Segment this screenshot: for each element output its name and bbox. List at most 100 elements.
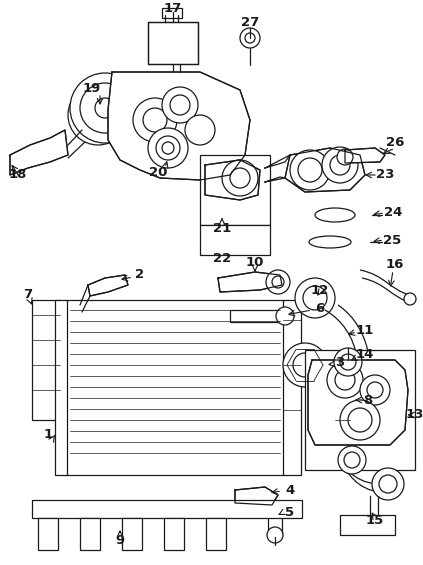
Circle shape	[272, 276, 284, 288]
Circle shape	[293, 353, 317, 377]
Bar	[38, 518, 58, 550]
Text: 14: 14	[356, 349, 374, 362]
Circle shape	[303, 286, 327, 310]
Circle shape	[266, 270, 290, 294]
Text: 26: 26	[386, 137, 404, 150]
Text: 3: 3	[335, 355, 345, 368]
Circle shape	[340, 400, 380, 440]
Polygon shape	[285, 148, 365, 192]
Polygon shape	[345, 148, 385, 163]
Circle shape	[367, 382, 383, 398]
Text: 2: 2	[135, 268, 145, 281]
Circle shape	[404, 293, 416, 305]
Polygon shape	[218, 272, 282, 292]
Text: 23: 23	[376, 168, 394, 181]
Bar	[330, 390, 352, 455]
Circle shape	[340, 354, 356, 370]
Bar	[283, 300, 301, 475]
Circle shape	[322, 147, 358, 183]
Circle shape	[290, 150, 330, 190]
Polygon shape	[308, 360, 408, 445]
Bar	[230, 310, 285, 322]
Circle shape	[76, 93, 120, 137]
Bar	[80, 518, 100, 550]
Polygon shape	[108, 72, 250, 180]
Text: 7: 7	[23, 289, 33, 302]
Bar	[340, 515, 395, 535]
Text: 9: 9	[115, 533, 124, 546]
Circle shape	[336, 418, 356, 438]
Bar	[305, 350, 415, 470]
Circle shape	[162, 87, 198, 123]
Circle shape	[276, 307, 294, 325]
Circle shape	[328, 410, 364, 446]
Text: 21: 21	[213, 221, 231, 234]
Bar	[200, 155, 270, 225]
Circle shape	[327, 362, 363, 398]
Polygon shape	[235, 487, 278, 505]
Circle shape	[295, 278, 335, 318]
Ellipse shape	[315, 208, 355, 222]
Circle shape	[338, 446, 366, 474]
Text: 12: 12	[311, 284, 329, 297]
Circle shape	[170, 95, 190, 115]
Bar	[32, 300, 60, 420]
Text: 8: 8	[363, 393, 373, 406]
Polygon shape	[10, 130, 68, 175]
Bar	[148, 22, 198, 64]
Circle shape	[344, 452, 360, 468]
Text: 13: 13	[406, 408, 423, 421]
Bar	[55, 300, 67, 475]
Circle shape	[240, 28, 260, 48]
Circle shape	[162, 142, 174, 154]
Ellipse shape	[309, 236, 351, 248]
Text: 4: 4	[286, 484, 295, 497]
Circle shape	[337, 149, 353, 165]
Text: 6: 6	[316, 302, 324, 315]
Text: 5: 5	[286, 506, 294, 519]
Circle shape	[156, 136, 180, 160]
Circle shape	[245, 33, 255, 43]
Bar	[206, 518, 226, 550]
Polygon shape	[88, 275, 128, 296]
Circle shape	[230, 168, 250, 188]
Text: 10: 10	[246, 255, 264, 268]
Bar	[162, 8, 182, 18]
Circle shape	[148, 128, 188, 168]
Circle shape	[70, 73, 140, 143]
Circle shape	[330, 155, 350, 175]
Circle shape	[86, 103, 110, 127]
Circle shape	[133, 98, 177, 142]
Bar	[32, 500, 302, 518]
Text: 1: 1	[44, 428, 52, 441]
Circle shape	[334, 429, 346, 441]
Circle shape	[283, 343, 327, 387]
Text: 27: 27	[241, 16, 259, 29]
Circle shape	[379, 475, 397, 493]
Text: 17: 17	[164, 2, 182, 15]
Text: 16: 16	[386, 259, 404, 272]
Bar	[200, 225, 270, 255]
Bar	[164, 518, 184, 550]
Circle shape	[334, 348, 362, 376]
Bar	[65, 300, 285, 475]
Circle shape	[80, 83, 130, 133]
Text: 24: 24	[384, 206, 402, 219]
Circle shape	[335, 370, 355, 390]
Bar	[122, 518, 142, 550]
Bar	[268, 505, 282, 537]
Text: 25: 25	[383, 233, 401, 246]
Text: 15: 15	[366, 514, 384, 527]
Text: 20: 20	[149, 167, 167, 180]
Circle shape	[68, 85, 128, 145]
Circle shape	[267, 527, 283, 543]
Text: 22: 22	[213, 251, 231, 264]
Circle shape	[372, 468, 404, 500]
Circle shape	[143, 108, 167, 132]
Circle shape	[185, 115, 215, 145]
Circle shape	[360, 375, 390, 405]
Circle shape	[298, 158, 322, 182]
Circle shape	[348, 408, 372, 432]
Polygon shape	[205, 160, 260, 200]
Text: 11: 11	[356, 324, 374, 337]
